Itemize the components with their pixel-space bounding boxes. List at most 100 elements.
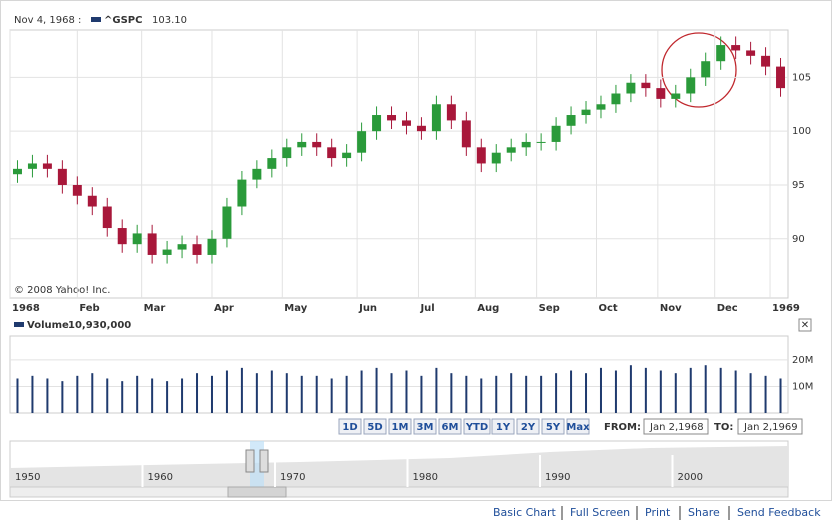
x-tick-label: Aug <box>477 303 499 314</box>
volume-bar <box>76 375 79 413</box>
range-button[interactable] <box>566 418 590 435</box>
volume-bar <box>555 373 558 413</box>
volume-bar <box>405 370 408 413</box>
footer-link[interactable]: Basic Chart <box>493 506 557 519</box>
candle-body <box>716 45 726 62</box>
range-button-label[interactable]: 1D <box>342 422 357 433</box>
volume-bar <box>510 373 513 413</box>
range-button-label[interactable]: 6M <box>442 422 459 433</box>
candle-body <box>461 120 471 148</box>
x-tick-label: Oct <box>598 303 617 314</box>
range-button[interactable] <box>491 418 515 435</box>
volume-bar <box>225 370 228 413</box>
candle-body <box>327 147 337 159</box>
scrollbar-thumb[interactable] <box>227 486 287 498</box>
volume-bar <box>450 373 453 413</box>
to-input[interactable] <box>737 418 803 435</box>
candle-body <box>401 120 411 126</box>
close-button[interactable] <box>798 318 812 332</box>
legend-swatch <box>91 17 101 22</box>
close-icon[interactable]: ✕ <box>801 320 809 331</box>
candle-body <box>776 66 786 89</box>
x-tick-label: Feb <box>79 303 99 314</box>
range-button-label[interactable]: 2Y <box>521 422 536 433</box>
footer-link[interactable]: Print <box>645 506 671 519</box>
to-value[interactable]: Jan 2,1969 <box>743 422 798 433</box>
volume-value: 10,930,000 <box>68 320 131 331</box>
range-button[interactable] <box>338 418 362 435</box>
x-tick-label: Jun <box>358 303 377 314</box>
footer-link[interactable]: Send Feedback <box>737 506 821 519</box>
from-input[interactable] <box>643 418 709 435</box>
range-button[interactable] <box>541 418 565 435</box>
candle-body <box>117 228 127 245</box>
candle-body <box>656 88 666 99</box>
volume-bar <box>285 373 288 413</box>
candle-body <box>521 141 531 148</box>
range-button-label[interactable]: 3M <box>417 422 434 433</box>
range-button[interactable] <box>516 418 540 435</box>
volume-plot <box>9 335 789 414</box>
range-button[interactable] <box>363 418 387 435</box>
candle-body <box>222 206 232 239</box>
candle-body <box>761 55 771 67</box>
x-tick-label: Mar <box>144 303 166 314</box>
volume-bar <box>121 381 124 413</box>
range-button-label[interactable]: 1Y <box>496 422 511 433</box>
footer-link[interactable]: Share <box>688 506 720 519</box>
candle-body <box>641 82 651 89</box>
y-tick-label: 95 <box>792 180 805 191</box>
range-button[interactable] <box>438 418 462 435</box>
volume-bar <box>644 367 647 413</box>
from-value[interactable]: Jan 2,1968 <box>649 422 704 433</box>
candle-body <box>267 158 277 169</box>
volume-bar <box>360 370 363 413</box>
highlight-circle <box>661 32 737 108</box>
navigator-year: 1960 <box>148 472 173 483</box>
range-button-label[interactable]: YTD <box>465 422 488 433</box>
volume-bar <box>166 381 169 413</box>
volume-bar <box>435 367 438 413</box>
navigator-handle-left[interactable] <box>245 449 255 473</box>
volume-bar <box>629 365 632 413</box>
range-button[interactable] <box>463 418 491 435</box>
volume-bar <box>420 375 423 413</box>
candle-body <box>671 93 681 99</box>
header-price: 103.10 <box>152 15 187 26</box>
candle-body <box>147 233 157 255</box>
range-button-label[interactable]: 5D <box>367 422 382 433</box>
footer-link[interactable]: Full Screen <box>570 506 630 519</box>
range-button-label[interactable]: Max <box>566 422 590 433</box>
candle-body <box>312 141 322 148</box>
range-button[interactable] <box>413 418 437 435</box>
volume-bar <box>315 375 318 413</box>
x-tick-label: Nov <box>660 303 682 314</box>
volume-bar <box>540 375 543 413</box>
volume-bar <box>614 370 617 413</box>
volume-bar <box>345 375 348 413</box>
candle-body <box>431 104 441 132</box>
candle-body <box>506 147 516 153</box>
candle-body <box>162 249 172 255</box>
navigator-handle-right[interactable] <box>259 449 269 473</box>
range-button-label[interactable]: 5Y <box>546 422 561 433</box>
volume-title: Volume <box>27 320 69 331</box>
candle-body <box>132 233 142 245</box>
volume-bar <box>659 370 662 413</box>
candle-body <box>686 77 696 94</box>
volume-bar <box>480 378 483 413</box>
volume-bar <box>719 367 722 413</box>
candle-body <box>282 147 292 159</box>
candle-body <box>357 131 367 153</box>
volume-bar <box>495 375 498 413</box>
volume-bar <box>689 367 692 413</box>
candle-body <box>57 168 67 185</box>
to-label: TO: <box>714 422 733 433</box>
navigator-year: 1990 <box>545 472 570 483</box>
range-button[interactable] <box>388 418 412 435</box>
header-bar <box>10 10 788 30</box>
range-button-label[interactable]: 1M <box>392 422 409 433</box>
volume-bar <box>375 367 378 413</box>
scrollbar[interactable] <box>9 486 789 498</box>
